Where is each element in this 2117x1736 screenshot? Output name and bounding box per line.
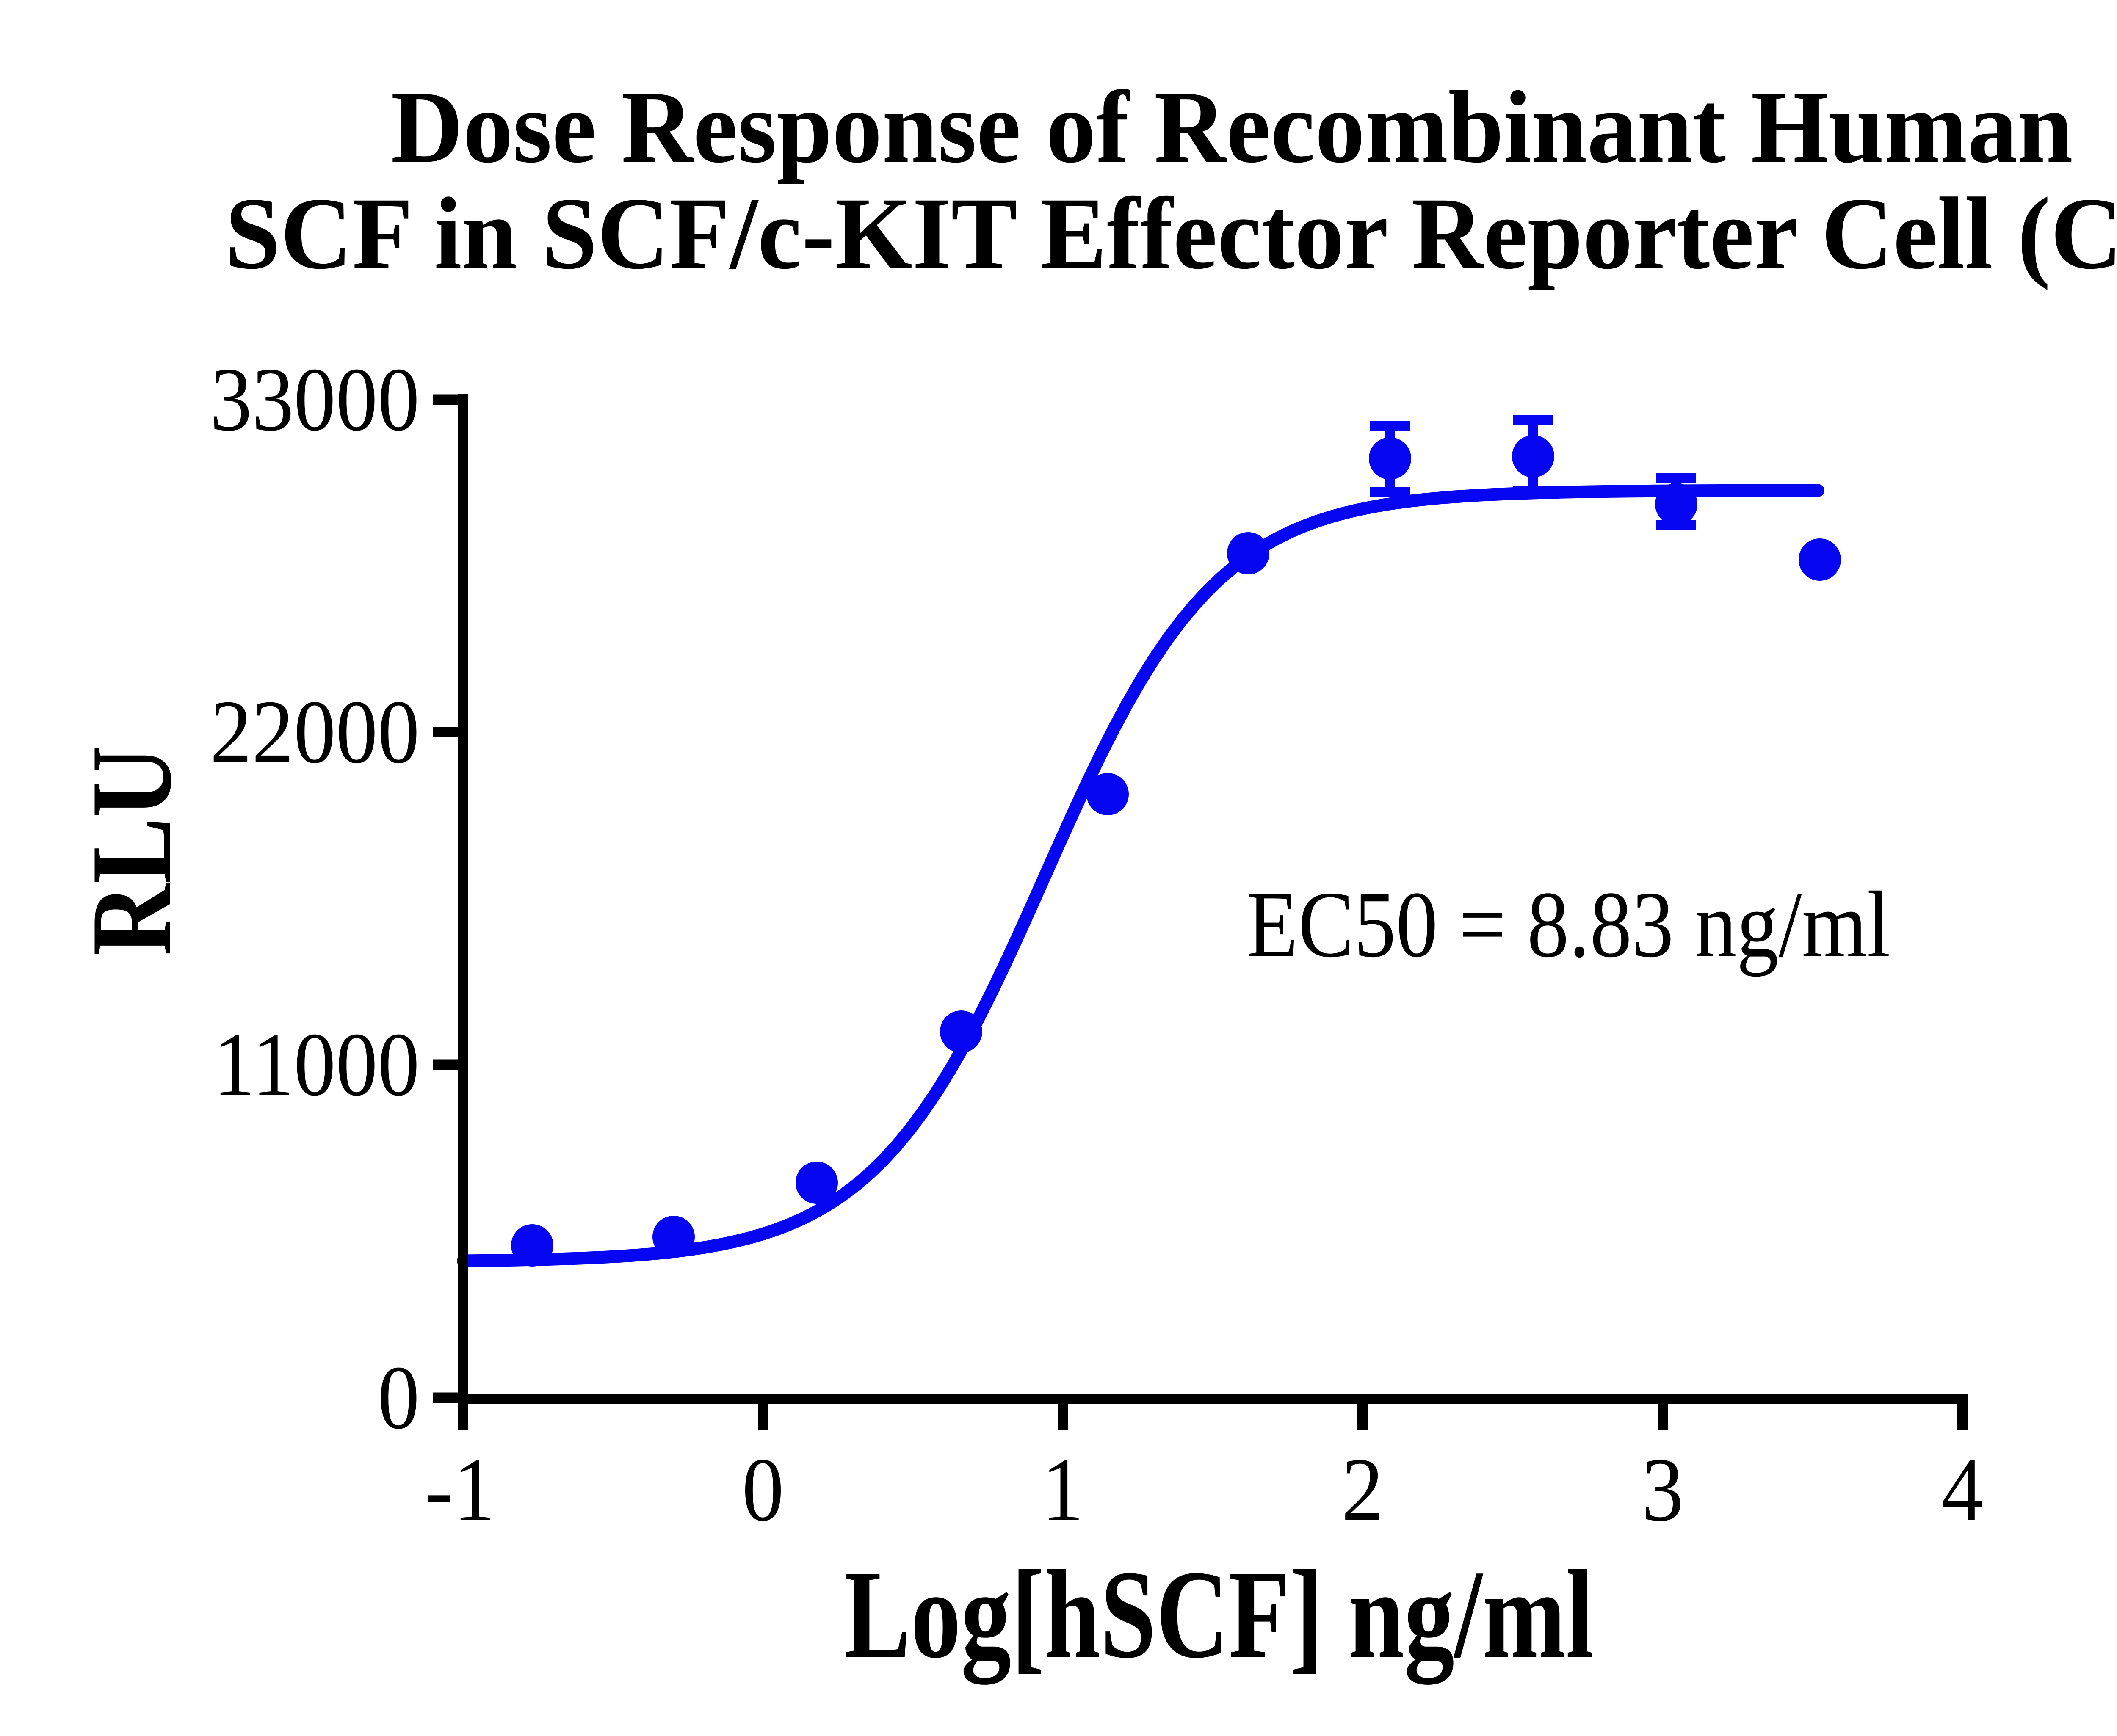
svg-text:Dose Response of Recombinant H: Dose Response of Recombinant Human (391, 69, 2073, 184)
svg-text:3: 3 (1642, 1439, 1683, 1540)
svg-text:22000: 22000 (210, 682, 420, 782)
svg-text:4: 4 (1941, 1439, 1983, 1540)
svg-text:-1: -1 (426, 1439, 495, 1540)
svg-text:33000: 33000 (210, 349, 420, 450)
svg-text:Log[hSCF] ng/ml: Log[hSCF] ng/ml (844, 1545, 1594, 1686)
svg-text:EC50 = 8.83 ng/ml: EC50 = 8.83 ng/ml (1247, 872, 1890, 977)
svg-text:SCF in SCF/c-KIT Effector Repo: SCF in SCF/c-KIT Effector Reporter Cell … (225, 176, 2117, 290)
svg-text:2: 2 (1341, 1439, 1383, 1540)
svg-text:0: 0 (378, 1347, 420, 1448)
svg-text:0: 0 (742, 1439, 784, 1540)
svg-text:RLU: RLU (68, 745, 196, 955)
svg-text:1: 1 (1042, 1439, 1083, 1540)
svg-text:11000: 11000 (213, 1014, 420, 1115)
